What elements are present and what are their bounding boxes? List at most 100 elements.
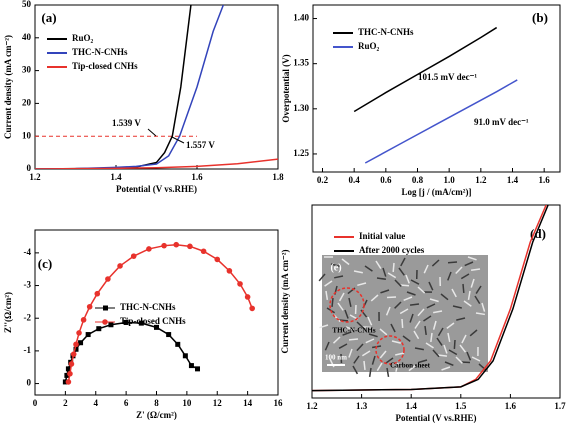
y-axis-label: Current density (mA cm⁻²): [3, 35, 13, 139]
inset-texture: [332, 336, 341, 344]
inset-texture: [330, 263, 340, 268]
inset-circle: [329, 287, 365, 323]
series-line: [312, 205, 549, 392]
point: [161, 242, 167, 249]
inset-texture: [353, 355, 360, 364]
x-tick-label: 16: [274, 398, 284, 408]
x-tick-label: 1.3: [356, 401, 368, 411]
y-tick-label: 1.25: [293, 148, 309, 158]
point: [96, 326, 102, 332]
x-tick-label: 8: [154, 398, 159, 408]
series-line: [35, 5, 192, 169]
inset-texture: [392, 262, 395, 273]
point: [67, 370, 73, 377]
inset-label: Carbon sheet: [390, 362, 431, 370]
inset-texture: [338, 319, 349, 322]
annotation: 1.557 V: [186, 140, 215, 150]
series-line: [35, 158, 278, 169]
inset-texture: [368, 333, 378, 338]
y-tick-label: 1.30: [293, 103, 309, 113]
inset-texture: [424, 325, 427, 336]
inset-texture: [386, 367, 390, 377]
x-tick-label: 1.2: [306, 401, 318, 411]
x-tick-label: 1.7: [554, 401, 566, 411]
inset-texture: [462, 283, 465, 294]
inset-texture: [406, 291, 416, 296]
inset-texture: [481, 302, 486, 312]
inset-texture: [436, 337, 443, 346]
y-tick-label: 1.40: [293, 13, 309, 23]
inset-texture: [379, 350, 387, 359]
x-axis-label: Log [j / (mA/cm²)]: [402, 187, 472, 197]
point: [130, 253, 137, 259]
point: [70, 351, 77, 357]
x-tick-label: 1.8: [272, 172, 284, 182]
inset-texture: [365, 338, 375, 344]
point: [73, 341, 79, 348]
inset-texture: [376, 277, 387, 280]
point: [187, 243, 193, 250]
panel-label: (a): [41, 10, 56, 25]
inset-texture: [344, 309, 349, 319]
inset-texture: [385, 357, 394, 364]
point: [78, 340, 84, 346]
legend-label: RuO₂: [358, 41, 380, 51]
point: [64, 372, 70, 378]
x-tick-label: 1.4: [110, 172, 122, 182]
inset-texture: [399, 308, 409, 315]
inset-texture: [338, 343, 348, 349]
point: [65, 366, 71, 372]
inset-texture: [403, 296, 413, 302]
inset-texture: [401, 318, 404, 329]
point: [105, 276, 111, 282]
point: [195, 366, 201, 372]
inset-texture: [352, 365, 359, 375]
inset-texture: [425, 342, 434, 349]
inset-texture: [345, 326, 355, 331]
point: [73, 346, 79, 352]
inset-texture: [418, 359, 428, 364]
inset-texture: [448, 349, 458, 356]
inset-texture: [395, 362, 399, 372]
y-tick-label: -4: [24, 247, 32, 257]
x-tick-label: 1.5: [455, 401, 467, 411]
y-tick-label: 30: [22, 65, 32, 75]
point: [68, 361, 75, 367]
legend-label: THC-N-CNHs: [72, 47, 128, 57]
inset: (e) THC-N-CNHs Carbon sheet 100 nm: [318, 255, 488, 378]
inset-texture: [417, 286, 426, 294]
series-line: [67, 243, 253, 383]
y-tick-label: 0: [27, 163, 32, 173]
inset-texture: [341, 258, 350, 266]
point: [76, 330, 82, 336]
y-tick-label: 1.35: [293, 58, 309, 68]
inset-texture: [437, 354, 448, 357]
inset-texture: [475, 285, 482, 294]
inset-texture: [467, 256, 477, 261]
inset-texture: [461, 334, 467, 344]
y-tick-label: 20: [22, 97, 32, 107]
annotation-arrow: [147, 128, 157, 137]
y-axis-label: Overpotential (V): [281, 54, 291, 122]
inset-texture: [466, 351, 472, 361]
x-tick-label: 1.0: [444, 175, 456, 185]
x-tick-label: 14: [243, 398, 253, 408]
inset-texture: [394, 279, 402, 287]
plot-frame: [311, 204, 561, 399]
x-tick-label: 1.2: [475, 175, 487, 185]
x-tick-label: 1.6: [191, 172, 203, 182]
inset-texture: [318, 273, 326, 282]
inset-texture: [342, 331, 352, 336]
inset-texture: [426, 303, 436, 309]
inset-texture: [386, 296, 397, 299]
point: [188, 363, 194, 369]
point: [173, 241, 180, 248]
x-tick-label: 4: [94, 398, 99, 408]
inset-texture: [325, 290, 329, 301]
inset-texture: [433, 310, 443, 314]
x-tick-label: 0: [33, 398, 38, 408]
inset-texture: [423, 264, 429, 274]
inset-texture: [356, 321, 365, 329]
inset-texture: [370, 294, 379, 302]
inset-texture: [443, 344, 448, 354]
